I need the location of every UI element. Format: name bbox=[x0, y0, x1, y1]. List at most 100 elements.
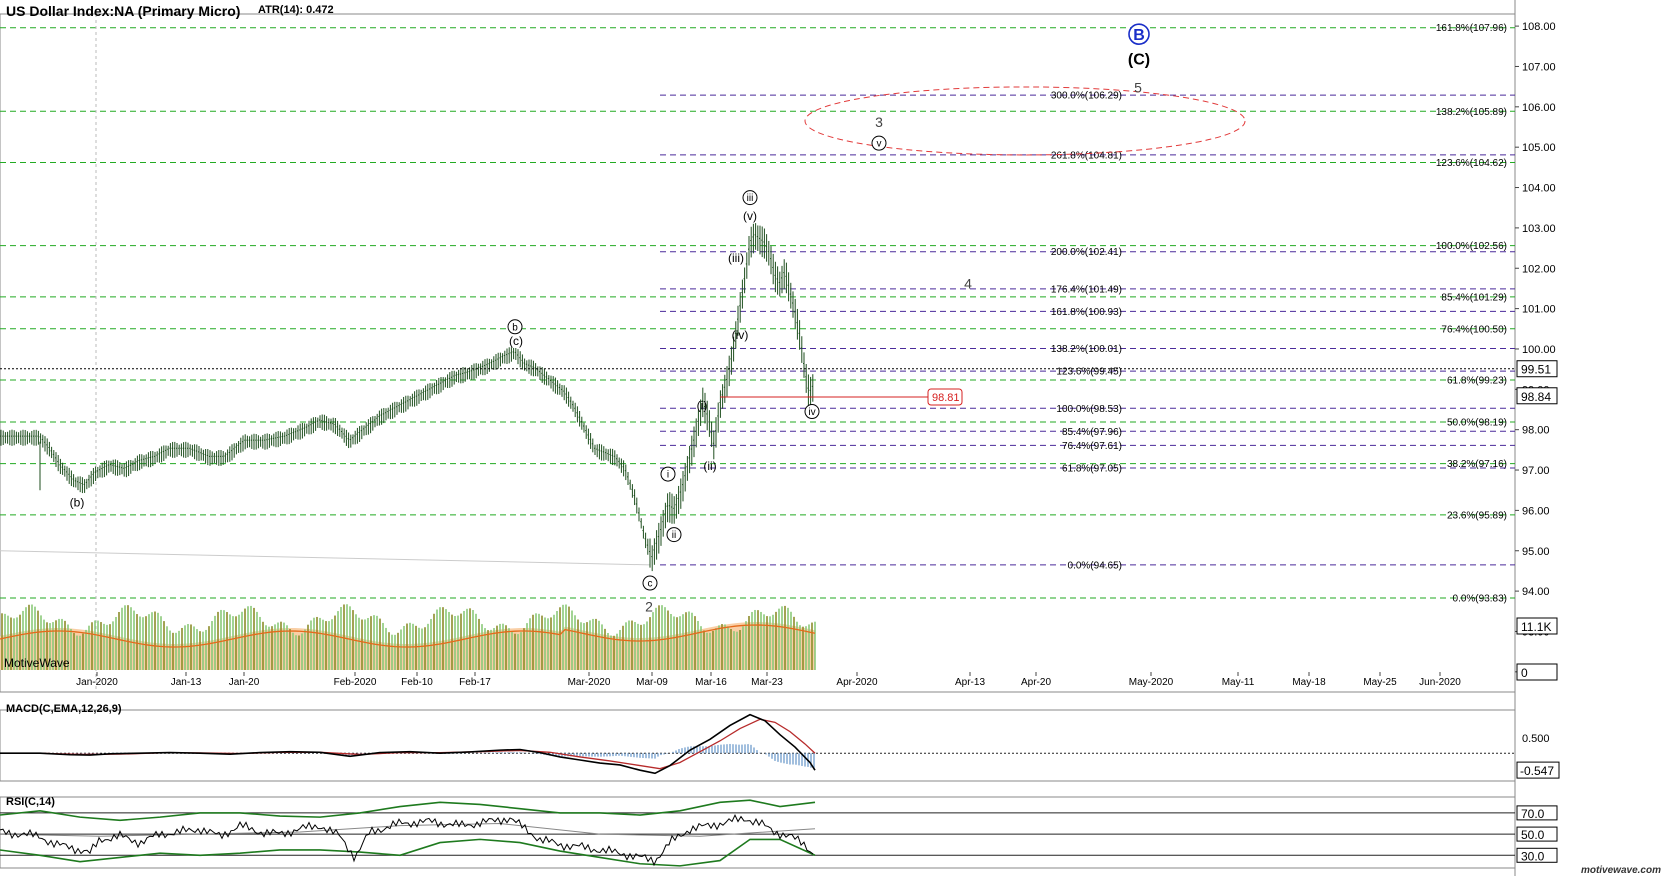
rsi-midline bbox=[0, 822, 816, 837]
wave-label: B bbox=[1133, 27, 1145, 44]
wave-circle bbox=[1128, 23, 1150, 45]
y-tick-label: 104.00 bbox=[1522, 183, 1556, 195]
red-level-tag-box bbox=[927, 388, 963, 406]
wave-label: 4 bbox=[964, 275, 972, 291]
fib-label-green: 76.4%(100.50) bbox=[1441, 324, 1507, 335]
wave-label: ii bbox=[672, 530, 676, 541]
rsi-upper-band bbox=[0, 799, 816, 822]
x-tick-label: Apr-13 bbox=[955, 677, 985, 688]
wave-label: c bbox=[648, 579, 653, 590]
x-tick-label: Jan-2020 bbox=[76, 677, 118, 688]
wave-circle bbox=[507, 319, 523, 335]
fib-label-green: 161.8%(107.96) bbox=[1436, 23, 1507, 34]
macd-title: MACD(C,EMA,12,26,9) bbox=[6, 703, 122, 715]
fib-label-purple: 200.0%(102.41) bbox=[1051, 247, 1122, 258]
red-level-tag: 98.81 bbox=[932, 392, 960, 404]
wave-label: (ii) bbox=[703, 459, 716, 473]
x-tick-label: May-11 bbox=[1222, 677, 1255, 688]
brand-label: MotiveWave bbox=[4, 656, 70, 670]
wave-label: 3 bbox=[875, 114, 883, 130]
atr-readout: ATR(14): 0.472 bbox=[258, 4, 334, 16]
wave-circle bbox=[742, 190, 758, 206]
rsi-line bbox=[0, 814, 814, 867]
wave-label: iii bbox=[747, 193, 754, 204]
fib-label-purple: 76.4%(97.61) bbox=[1062, 441, 1122, 452]
x-tick-label: Mar-2020 bbox=[568, 677, 611, 688]
wave-label: (v) bbox=[743, 209, 757, 223]
fib-label-purple: 100.0%(98.53) bbox=[1056, 404, 1122, 415]
x-tick-label: Jun-2020 bbox=[1419, 677, 1461, 688]
wave-label: 5 bbox=[1134, 80, 1142, 96]
y-tick-label: 108.00 bbox=[1522, 21, 1556, 33]
y-tick-label: 95.00 bbox=[1522, 546, 1550, 558]
main-plot-frame bbox=[0, 13, 1516, 693]
rsi-tick-label: 30.0 bbox=[1521, 849, 1545, 863]
wave-circle bbox=[871, 135, 887, 151]
x-tick-label: Feb-2020 bbox=[334, 677, 377, 688]
macd-tick-label: 0.500 bbox=[1522, 733, 1550, 745]
x-tick-label: Jan-20 bbox=[229, 677, 260, 688]
wave-label: (iv) bbox=[732, 328, 749, 342]
y-tick-label: 94.00 bbox=[1522, 586, 1550, 598]
x-tick-label: Feb-17 bbox=[459, 677, 491, 688]
rsi-lower-band bbox=[0, 838, 816, 867]
x-tick-label: Feb-10 bbox=[401, 677, 433, 688]
macd-line bbox=[0, 713, 816, 775]
wave-label: (c) bbox=[509, 334, 523, 348]
trend-line bbox=[0, 550, 651, 566]
y-tick-label: 102.00 bbox=[1522, 263, 1556, 275]
fib-label-green: 38.2%(97.16) bbox=[1447, 459, 1507, 470]
y-tick-label: 96.00 bbox=[1522, 505, 1550, 517]
fib-label-green: 61.8%(99.23) bbox=[1447, 376, 1507, 387]
rsi-tick-box bbox=[1516, 826, 1558, 842]
wave-circle bbox=[804, 404, 820, 420]
wave-circle bbox=[660, 466, 676, 482]
macd-value-tag-box bbox=[1516, 761, 1560, 779]
volume-tag: 11.1K bbox=[1521, 620, 1551, 634]
fib-label-green: 50.0%(98.19) bbox=[1447, 418, 1507, 429]
fib-label-purple: 161.8%(100.93) bbox=[1051, 307, 1122, 318]
y-tick-label: 97.00 bbox=[1522, 465, 1550, 477]
fib-label-green: 23.6%(95.89) bbox=[1447, 510, 1507, 521]
last-close-tag-box bbox=[1516, 387, 1558, 405]
fib-label-purple: 85.4%(97.96) bbox=[1062, 427, 1122, 438]
chart-title: US Dollar Index:NA (Primary Micro) bbox=[6, 3, 241, 19]
x-tick-label: May-2020 bbox=[1129, 677, 1174, 688]
wave-label: i bbox=[667, 470, 669, 481]
wave-label: (b) bbox=[70, 495, 85, 509]
current-price-tag-box bbox=[1516, 360, 1558, 378]
x-tick-label: Mar-23 bbox=[751, 677, 783, 688]
wave-circle bbox=[666, 527, 682, 543]
y-tick-label: 101.00 bbox=[1522, 304, 1556, 316]
wave-label: (i) bbox=[697, 398, 708, 412]
y-tick-label: 105.00 bbox=[1522, 142, 1556, 154]
fib-label-green: 138.2%(105.89) bbox=[1436, 107, 1507, 118]
x-tick-label: Mar-09 bbox=[636, 677, 668, 688]
x-tick-label: May-18 bbox=[1292, 677, 1326, 688]
x-tick-label: Apr-2020 bbox=[836, 677, 878, 688]
fib-label-purple: 123.6%(99.45) bbox=[1056, 367, 1122, 378]
fib-label-purple: 300.0%(106.29) bbox=[1051, 91, 1122, 102]
y-tick-label: 98.00 bbox=[1522, 425, 1550, 437]
fib-label-green: 0.0%(93.83) bbox=[1453, 593, 1507, 604]
wave-label: iv bbox=[808, 407, 815, 418]
last-close-tag: 98.84 bbox=[1521, 390, 1551, 404]
wave-label: (iii) bbox=[728, 251, 744, 265]
wave-label: (C) bbox=[1128, 51, 1150, 68]
x-tick-label: Mar-16 bbox=[695, 677, 727, 688]
site-label: motivewave.com bbox=[1580, 865, 1661, 876]
x-tick-label: Apr-20 bbox=[1021, 677, 1051, 688]
y-tick-label: 106.00 bbox=[1522, 102, 1556, 114]
macd-value-tag: -0.547 bbox=[1520, 764, 1554, 778]
fib-label-green: 85.4%(101.29) bbox=[1441, 292, 1507, 303]
rsi-title: RSI(C,14) bbox=[6, 796, 55, 808]
rsi-tick-box bbox=[1516, 805, 1558, 821]
wave-label: v bbox=[877, 139, 882, 150]
macd-signal-line bbox=[0, 718, 816, 770]
rsi-tick-label: 70.0 bbox=[1521, 807, 1545, 821]
x-tick-label: May-25 bbox=[1363, 677, 1397, 688]
rsi-tick-label: 50.0 bbox=[1521, 828, 1545, 842]
fib-label-purple: 138.2%(100.01) bbox=[1051, 344, 1122, 355]
